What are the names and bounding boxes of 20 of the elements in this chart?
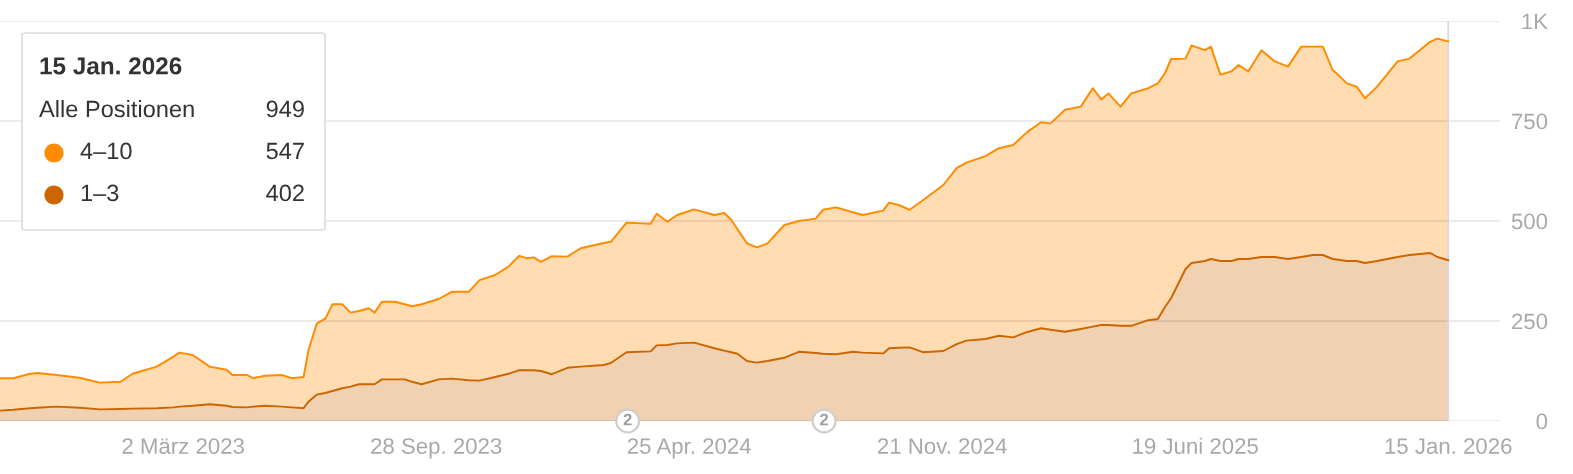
y-tick-label: 500 xyxy=(1511,213,1548,230)
x-tick-label: 2 März 2023 xyxy=(122,438,244,454)
x-tick-label: 21 Nov. 2024 xyxy=(878,438,1007,454)
x-tick-label: 19 Juni 2025 xyxy=(1133,437,1258,454)
legend-title: 15 Jan. 2026 xyxy=(40,57,182,75)
legend-label: 1–3 xyxy=(81,184,119,202)
annotation: 547 xyxy=(266,142,304,160)
x-tick-label: 15 Jan. 2026 xyxy=(1385,438,1512,454)
annotation: 949 xyxy=(266,100,304,118)
legend-label: 4–10 xyxy=(80,142,132,160)
annotation: Alle Positionen xyxy=(39,100,194,118)
y-tick-label: 1K xyxy=(1522,13,1548,30)
x-tick-label: 28 Sep. 2023 xyxy=(371,438,502,459)
x-tick-label: 25 Apr. 2024 xyxy=(627,438,751,459)
y-tick-label: 0 xyxy=(1536,413,1548,430)
annotation: 2 xyxy=(820,413,829,426)
y-tick-label: 250 xyxy=(1512,313,1548,330)
y-tick-label: 750 xyxy=(1512,113,1548,130)
annotation: 2 xyxy=(623,413,632,426)
annotation: 402 xyxy=(266,184,304,202)
